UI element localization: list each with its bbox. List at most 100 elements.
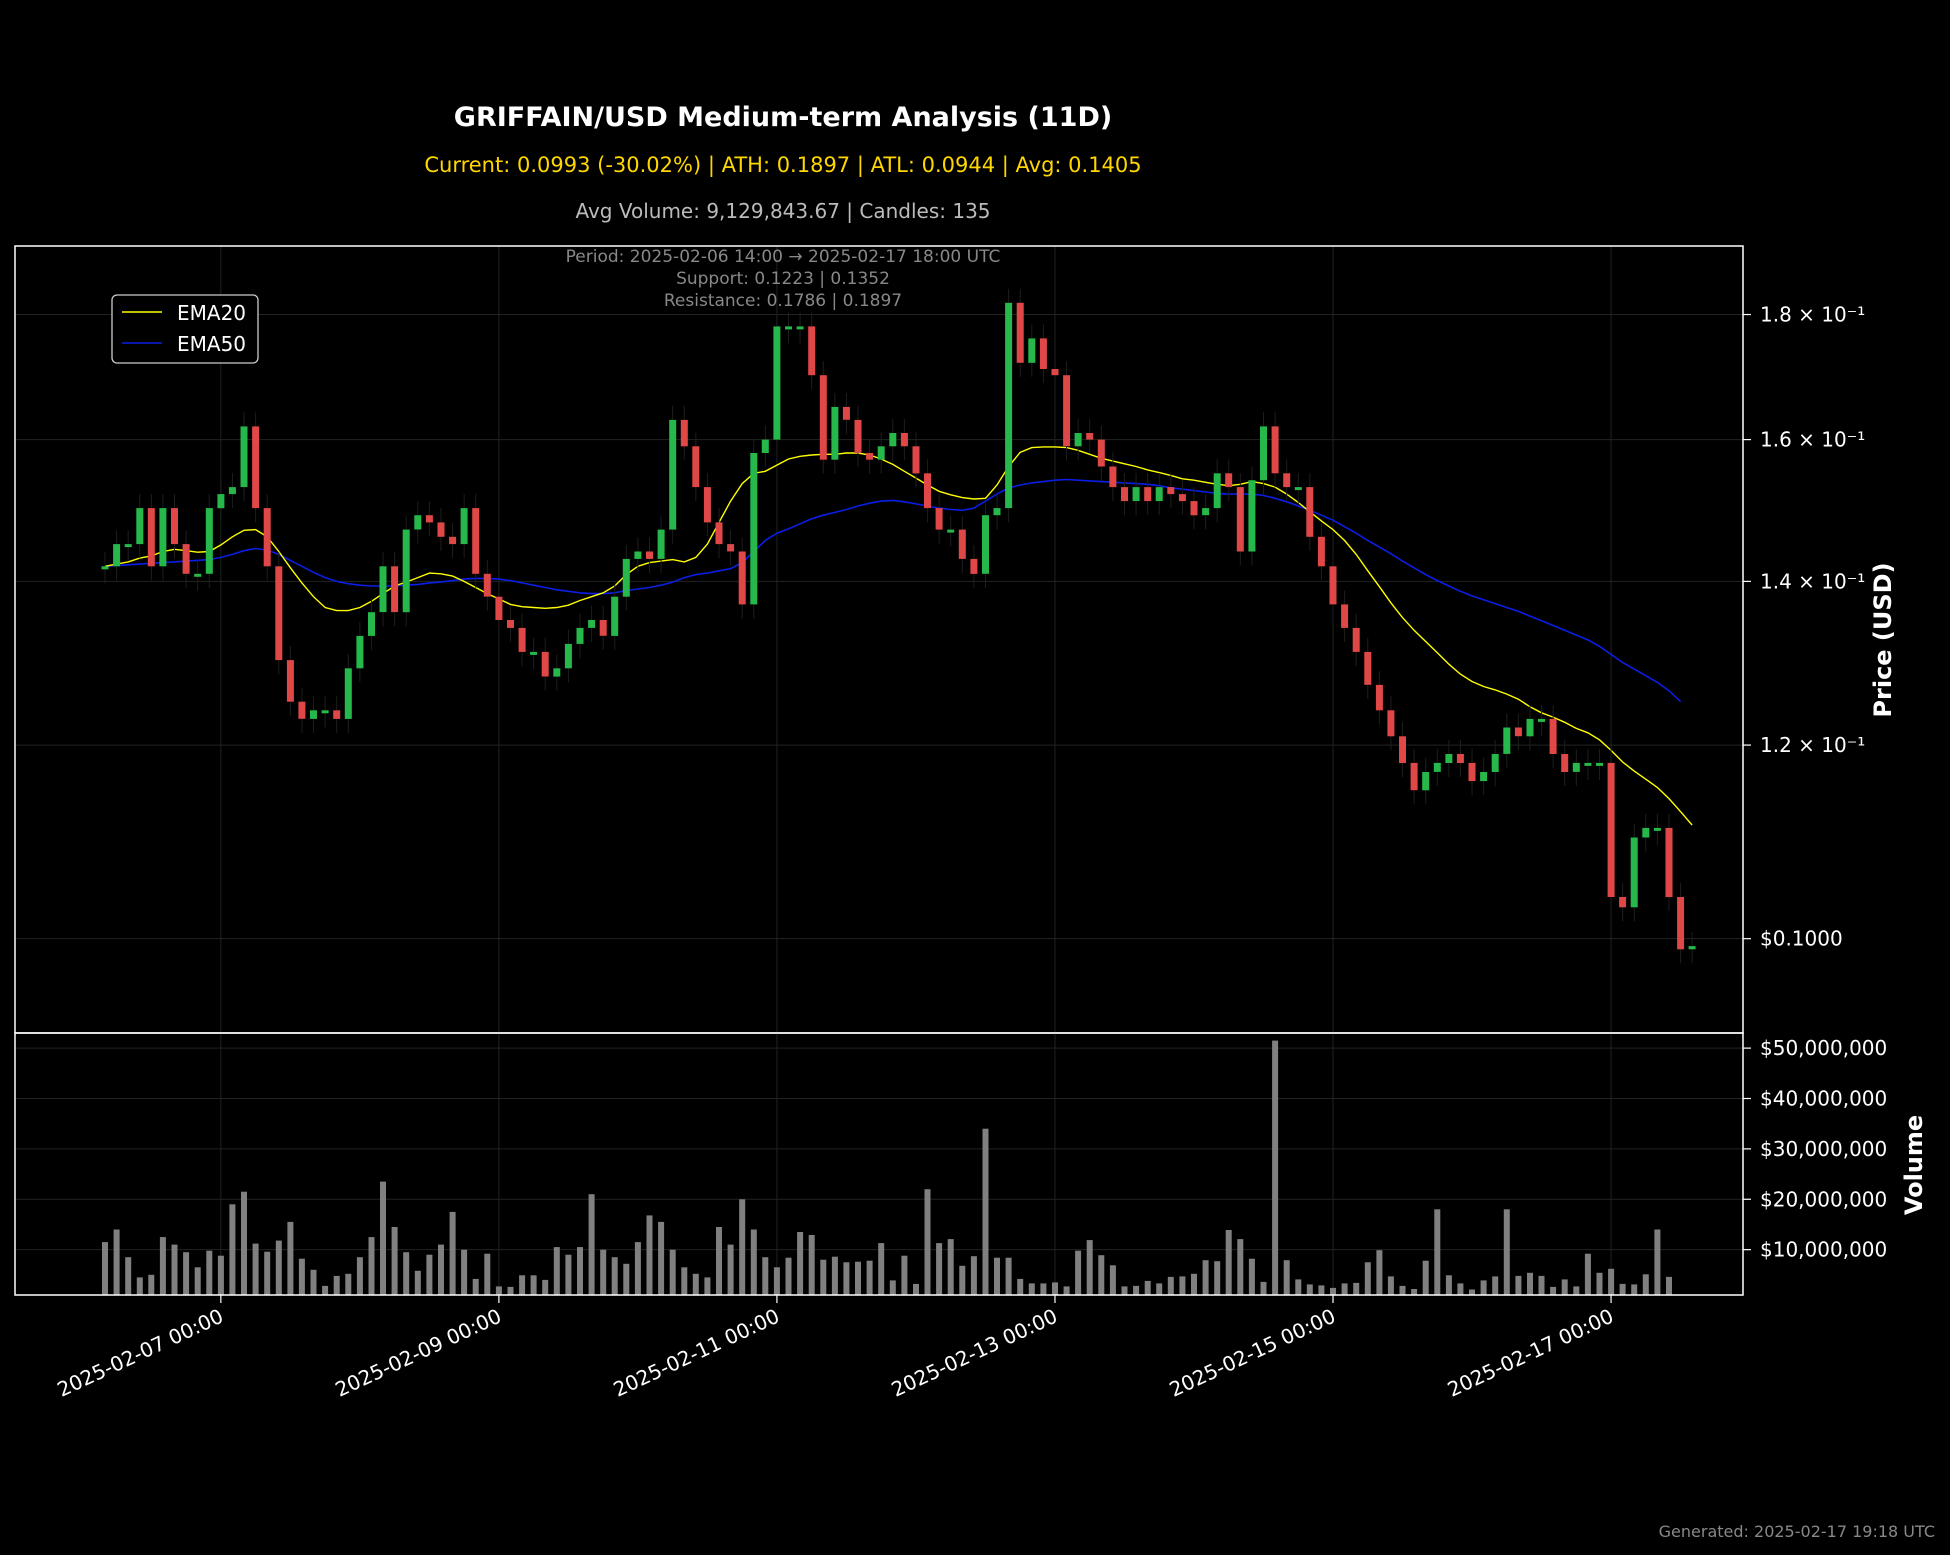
candle-up: [947, 529, 955, 533]
volume-bar: [1121, 1286, 1128, 1295]
volume-bar: [183, 1252, 190, 1295]
candle-up: [228, 487, 236, 495]
candle-down: [715, 522, 723, 545]
volume-bar: [1341, 1283, 1348, 1295]
legend: EMA20 EMA50: [111, 294, 259, 364]
price-y-tick-label: 1.4 × 10⁻¹: [1760, 569, 1865, 593]
period-text: Period: 2025-02-06 14:00 → 2025-02-17 18…: [566, 247, 1001, 267]
volume-bar: [1666, 1276, 1672, 1295]
candle-down: [1063, 375, 1071, 447]
volume-bar: [472, 1278, 479, 1295]
candle-down: [1317, 536, 1325, 567]
volume-bars: [102, 1040, 1672, 1296]
volume-bar: [1191, 1273, 1197, 1295]
candle-down: [1039, 338, 1047, 369]
candle-up: [1422, 772, 1430, 791]
candle-down: [819, 375, 827, 460]
volume-bar: [1550, 1286, 1557, 1295]
volume-bar: [380, 1181, 386, 1295]
candle-down: [182, 544, 190, 574]
candle-up: [1028, 338, 1036, 363]
candle-up: [622, 558, 630, 597]
candle-up: [1526, 718, 1534, 737]
candle-down: [1051, 369, 1059, 376]
volume-bar: [229, 1204, 236, 1295]
volume-bar: [658, 1221, 665, 1295]
volume-bar: [1434, 1209, 1441, 1295]
volume-y-tick-label: $30,000,000: [1760, 1137, 1887, 1161]
ema-lines: [104, 446, 1693, 826]
volume-bar: [1654, 1229, 1661, 1295]
candle-down: [1144, 487, 1152, 502]
volume-bar: [507, 1286, 514, 1295]
candle-down: [1178, 494, 1186, 502]
candle-up: [113, 544, 121, 567]
volume-bar: [217, 1255, 224, 1295]
volume-bar: [1052, 1282, 1058, 1295]
volume-axis-label: Volume: [1900, 1115, 1928, 1215]
volume-bar: [194, 1267, 201, 1295]
volume-bar: [1040, 1283, 1047, 1295]
volume-bar: [1086, 1240, 1093, 1295]
candle-down: [738, 551, 746, 605]
candle-up: [1248, 480, 1256, 552]
candle-up: [159, 508, 167, 567]
candle-up: [1584, 762, 1592, 766]
volume-bar: [102, 1242, 108, 1295]
candle-up: [124, 544, 132, 548]
candle-up: [611, 596, 619, 636]
volume-bar: [298, 1258, 305, 1295]
candle-down: [1677, 897, 1685, 950]
candle-up: [1005, 302, 1013, 509]
volume-bar: [762, 1257, 769, 1295]
candle-down: [449, 536, 457, 545]
volume-bar: [831, 1256, 838, 1295]
volume-y-tick-label: $20,000,000: [1760, 1187, 1887, 1211]
volume-bar: [1538, 1275, 1545, 1295]
volume-bar: [785, 1257, 792, 1295]
volume-bar: [936, 1243, 943, 1295]
volume-bar: [1295, 1279, 1302, 1295]
volume-bar: [692, 1273, 699, 1295]
volume-bar: [1318, 1285, 1325, 1295]
candle-up: [460, 508, 468, 545]
volume-bar: [391, 1227, 398, 1295]
volume-y-tick-label: $10,000,000: [1760, 1238, 1887, 1262]
candle-down: [1225, 473, 1233, 488]
volume-bar: [611, 1257, 618, 1295]
volume-bar: [669, 1249, 676, 1295]
legend-ema50-label: EMA50: [177, 332, 246, 356]
volume-bar: [913, 1283, 919, 1295]
candle-up: [761, 439, 769, 453]
candle-down: [541, 651, 549, 677]
candle-down: [1352, 627, 1360, 652]
volume-bar: [970, 1256, 977, 1295]
volume-bar: [1028, 1283, 1035, 1295]
volume-bar: [577, 1247, 583, 1295]
volume-bar: [426, 1254, 433, 1295]
candle-down: [842, 406, 850, 420]
volume-bar: [1573, 1286, 1580, 1295]
ema20-line: [104, 446, 1693, 826]
volume-bar: [1144, 1280, 1151, 1295]
volume-bar: [1306, 1284, 1313, 1295]
volume-bar: [716, 1227, 722, 1295]
volume-bar: [1503, 1209, 1510, 1295]
volume-bar: [333, 1275, 340, 1295]
candle-down: [286, 660, 294, 702]
volume-bar: [542, 1279, 549, 1295]
volume-bar: [1445, 1275, 1452, 1295]
candle-down: [1399, 736, 1406, 763]
candle-down: [1109, 466, 1117, 488]
volume-bar: [681, 1267, 688, 1295]
volume-bar: [1376, 1250, 1383, 1295]
volume-bar: [1237, 1239, 1244, 1295]
candle-down: [912, 446, 920, 474]
candle-down: [935, 508, 943, 530]
candle-up: [1538, 718, 1545, 722]
volume-bar: [1642, 1274, 1649, 1295]
volume-bar: [600, 1249, 607, 1295]
volume-bar: [206, 1250, 213, 1295]
